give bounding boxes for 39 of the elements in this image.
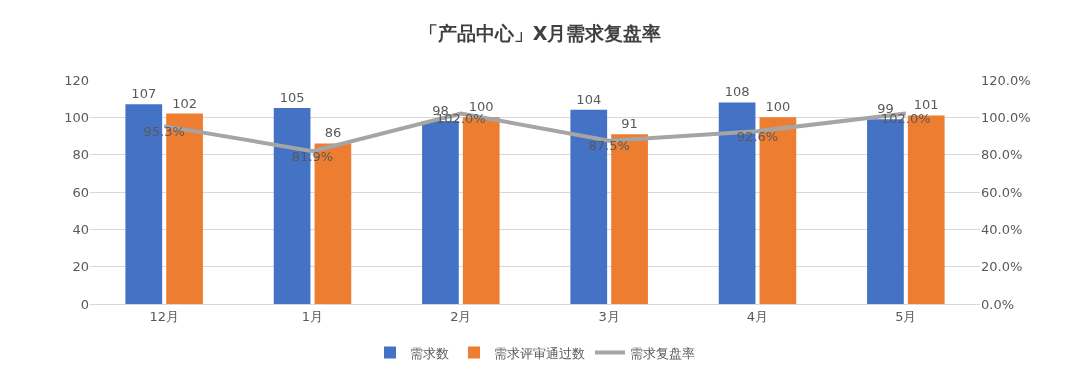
data-label: 87.5% <box>588 138 630 154</box>
data-label: 104 <box>576 91 602 107</box>
data-label: 108 <box>724 84 750 100</box>
y2-tick-label: 20.0% <box>981 259 1023 275</box>
bar <box>422 121 459 304</box>
data-label: 101 <box>913 97 939 113</box>
x-tick-label: 5月 <box>895 308 917 324</box>
x-tick-label: 2月 <box>450 308 472 324</box>
y-tick-label: 80 <box>72 147 89 163</box>
data-label: 107 <box>131 86 157 102</box>
data-label: 102 <box>172 95 197 111</box>
y-tick-label: 60 <box>72 184 89 200</box>
legend-label: 需求数 <box>410 345 449 361</box>
y-tick-label: 100 <box>64 109 89 125</box>
data-label: 92.6% <box>736 128 779 144</box>
y2-tick-label: 40.0% <box>981 221 1023 237</box>
y-tick-label: 20 <box>72 259 89 275</box>
data-label: 86 <box>324 125 342 141</box>
y-tick-label: 120 <box>64 72 89 88</box>
x-tick-label: 1月 <box>301 308 324 324</box>
legend-label: 需求复盘率 <box>630 345 695 361</box>
y-tick-label: 40 <box>72 221 89 237</box>
y2-tick-label: 120.0% <box>981 72 1031 88</box>
y2-tick-label: 0.0% <box>981 296 1015 312</box>
y-tick-label: 0 <box>80 296 89 312</box>
y2-tick-label: 60.0% <box>981 184 1023 200</box>
legend-label: 需求评审通过数 <box>494 345 585 361</box>
x-tick-label: 4月 <box>746 308 769 324</box>
y2-tick-label: 100.0% <box>981 109 1031 125</box>
x-tick-label: 3月 <box>598 308 620 324</box>
data-label: 100 <box>468 99 494 115</box>
x-tick-label: 12月 <box>149 308 179 324</box>
y2-tick-label: 80.0% <box>981 147 1023 163</box>
data-label: 95.3% <box>143 123 185 139</box>
data-label: 81.9% <box>291 148 334 164</box>
data-label: 105 <box>279 90 305 105</box>
chart-title: 「产品中心」X月需求复盘率 <box>418 22 662 45</box>
data-label: 91 <box>621 116 638 132</box>
data-label: 100 <box>765 99 791 115</box>
